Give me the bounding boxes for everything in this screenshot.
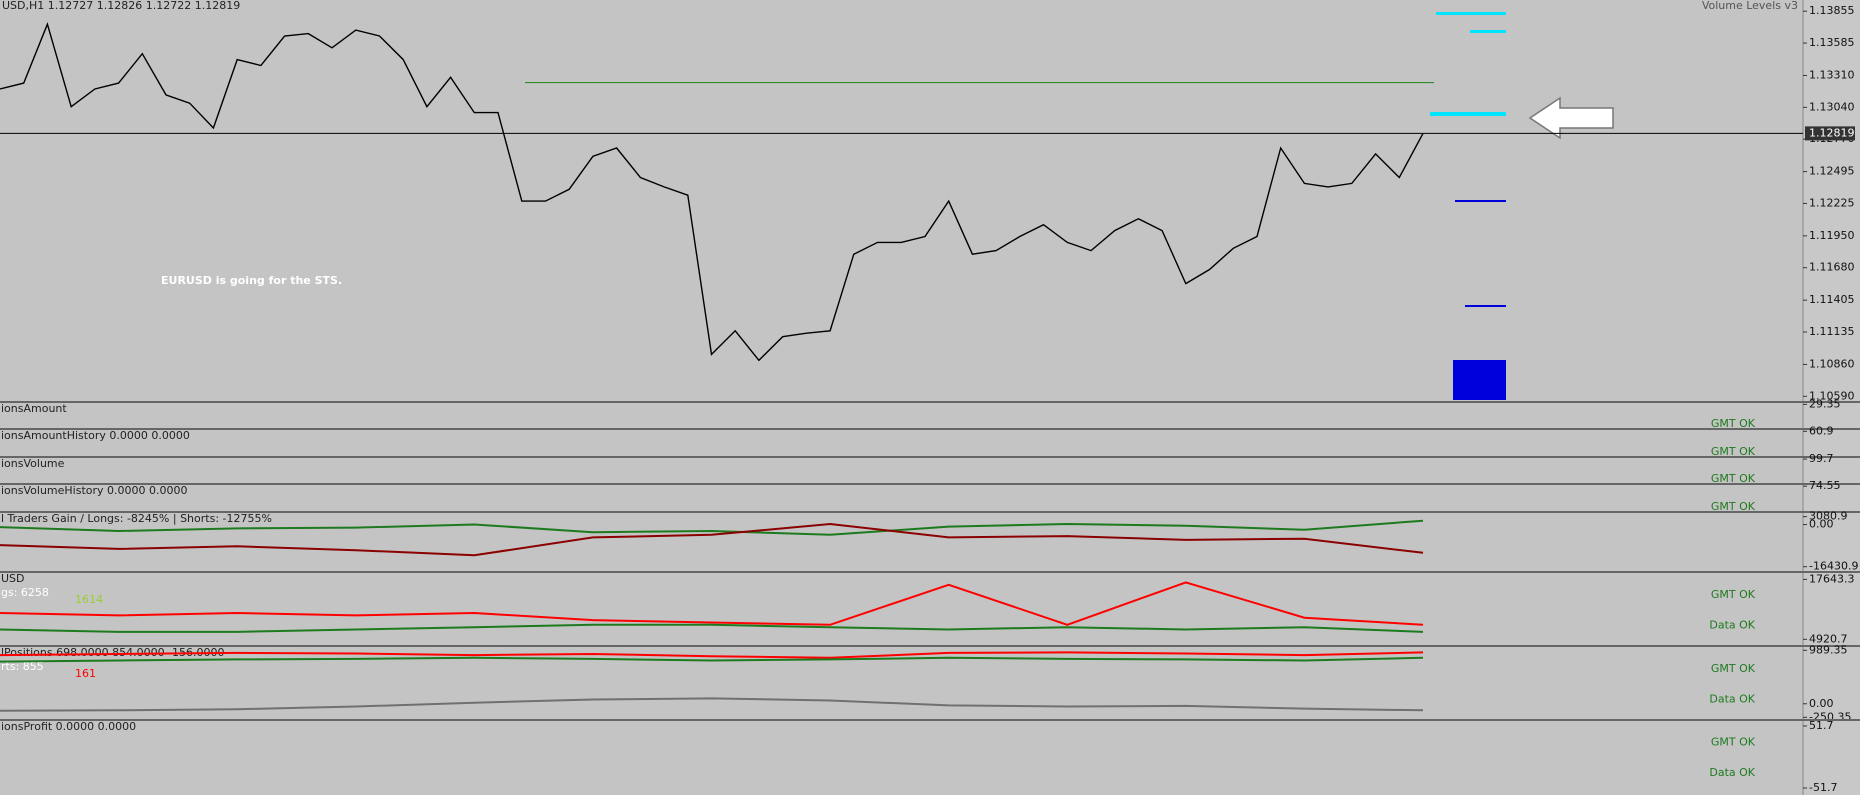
pane-label: ionsVolume xyxy=(1,457,65,470)
pane-label: USD xyxy=(1,572,25,585)
status-label: Data OK xyxy=(1709,693,1755,706)
pane-label: ionsAmountHistory 0.0000 0.0000 xyxy=(1,429,190,442)
pane-label: l Traders Gain / Longs: -8245% | Shorts:… xyxy=(1,512,272,525)
y-tick-label: 1.11405 xyxy=(1809,293,1855,306)
profile-bar xyxy=(1453,360,1506,400)
profile-bar xyxy=(1470,30,1506,33)
y-tick-label: 989.35 xyxy=(1809,643,1848,656)
pane-label: ionsAmount xyxy=(1,402,67,415)
pane-note: gs: 6258 xyxy=(1,586,49,599)
current-price-label: 1.12819 xyxy=(1809,126,1855,139)
status-label: GMT OK xyxy=(1711,417,1756,430)
status-label: Data OK xyxy=(1709,766,1755,779)
arrow xyxy=(1528,96,1614,140)
y-tick-label: 74.55 xyxy=(1809,479,1841,492)
series-line xyxy=(0,651,1424,659)
pane-note: 1614 xyxy=(75,593,103,606)
y-tick-label: 1.13040 xyxy=(1809,100,1855,113)
status-label: GMT OK xyxy=(1711,662,1756,675)
profile-bar xyxy=(1465,305,1506,307)
chart-title: USD,H1 1.12727 1.12826 1.12722 1.12819 xyxy=(2,0,240,12)
series-line xyxy=(0,581,1424,626)
y-tick-label: 1.12495 xyxy=(1809,165,1855,178)
y-tick-label: 0.00 xyxy=(1809,697,1834,710)
series-line xyxy=(0,623,1424,633)
y-tick-label: 29.35 xyxy=(1809,397,1841,410)
indicator-name: Volume Levels v3 xyxy=(1702,0,1798,12)
profile-bar xyxy=(1436,12,1506,15)
series-line xyxy=(0,22,1424,362)
pane-note: 161 xyxy=(75,667,96,680)
y-tick-label: 3080.9 xyxy=(1809,510,1848,523)
pane-label: ionsProfit 0.0000 0.0000 xyxy=(1,720,136,733)
y-tick-label: 0.00 xyxy=(1809,518,1834,531)
status-label: GMT OK xyxy=(1711,736,1756,749)
y-tick-label: 1.13310 xyxy=(1809,68,1855,81)
y-tick-label: 4920.7 xyxy=(1809,632,1848,645)
y-tick-label: -51.7 xyxy=(1809,781,1837,794)
status-label: GMT OK xyxy=(1711,500,1756,513)
series-line xyxy=(0,656,1424,663)
y-tick-label: 1.11135 xyxy=(1809,325,1855,338)
y-tick-label: 99.7 xyxy=(1809,452,1834,465)
current-price-box xyxy=(1805,126,1855,141)
status-label: GMT OK xyxy=(1711,472,1756,485)
volume-profile xyxy=(1430,12,1506,400)
series-line xyxy=(0,697,1424,712)
y-tick-label: 1.11950 xyxy=(1809,229,1855,242)
y-tick-label: 17643.3 xyxy=(1809,572,1855,585)
y-tick-label: 1.10860 xyxy=(1809,357,1855,370)
y-tick-label: 1.11680 xyxy=(1809,261,1855,274)
pane-note: rts: 855 xyxy=(1,660,44,673)
status-label: GMT OK xyxy=(1711,588,1756,601)
y-tick-label: 1.12225 xyxy=(1809,196,1855,209)
pane-label: ionsVolumeHistory 0.0000 0.0000 xyxy=(1,484,188,497)
y-tick-label: 60.9 xyxy=(1809,424,1834,437)
series-line xyxy=(0,519,1424,536)
status-label: Data OK xyxy=(1709,619,1755,632)
series-line xyxy=(0,522,1424,557)
y-tick-label: 1.13585 xyxy=(1809,36,1855,49)
y-tick-label: 1.13855 xyxy=(1809,4,1855,17)
profile-bar xyxy=(1430,112,1506,116)
profile-bar xyxy=(1455,200,1506,202)
y-tick-label: 51.7 xyxy=(1809,719,1834,732)
pane-label: lPositions 698.0000 854.0000 -156.0000 xyxy=(1,646,225,659)
y-tick-label: -16430.9 xyxy=(1809,560,1858,573)
y-tick-label: 1.10590 xyxy=(1809,389,1855,402)
status-label: GMT OK xyxy=(1711,445,1756,458)
annotation: EURUSD is going for the STS. xyxy=(161,274,342,287)
